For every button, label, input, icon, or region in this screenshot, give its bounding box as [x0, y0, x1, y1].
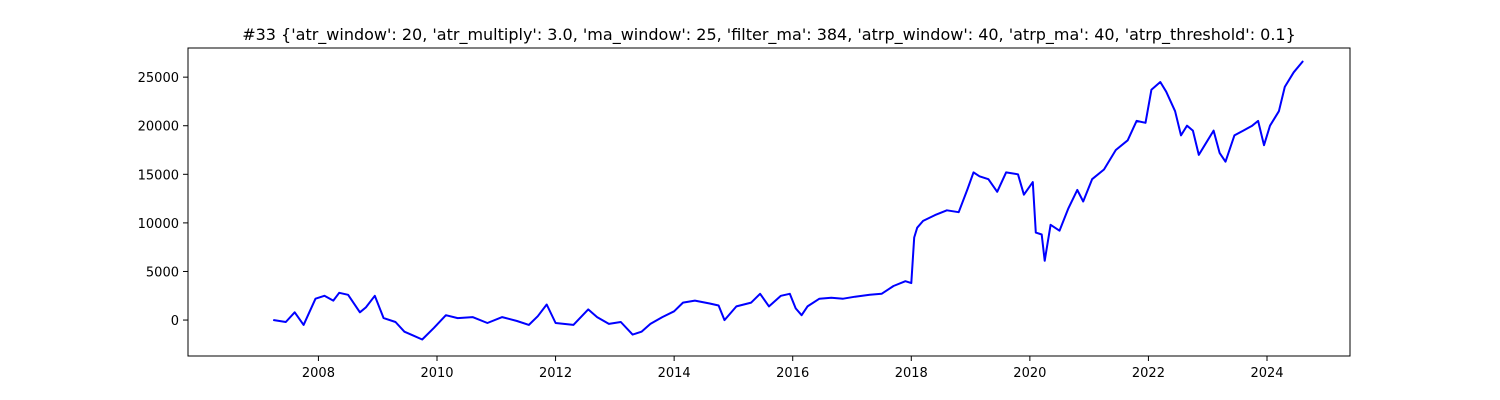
series-line-0 — [273, 60, 1304, 341]
x-tick-label-2012: 2012 — [539, 366, 572, 381]
axes-frame — [187, 47, 1351, 357]
y-tick-label-15000: 15000 — [138, 168, 179, 183]
y-tick-label-10000: 10000 — [138, 217, 179, 232]
y-tick-label-25000: 25000 — [138, 71, 179, 86]
plot-area: 2008 2010 2012 2014 2016 2018 2020 2022 2024 0 500… — [138, 47, 1351, 381]
x-tick-label-2016: 2016 — [776, 366, 809, 381]
x-tick-label-2022: 2022 — [1132, 366, 1165, 381]
y-tick-label-5000: 5000 — [146, 265, 179, 280]
x-tick-label-2010: 2010 — [420, 366, 453, 381]
y-tick-label-20000: 20000 — [138, 120, 179, 135]
x-tick-label-2008: 2008 — [302, 366, 335, 381]
chart-title: #33 {'atr_window': 20, 'atr_multiply': 3… — [242, 25, 1296, 45]
x-tick-label-2024: 2024 — [1250, 366, 1283, 381]
y-tick-label-0: 0 — [171, 314, 179, 329]
x-tick-label-2014: 2014 — [658, 366, 691, 381]
x-tick-label-2020: 2020 — [1013, 366, 1046, 381]
x-tick-label-2018: 2018 — [895, 366, 928, 381]
